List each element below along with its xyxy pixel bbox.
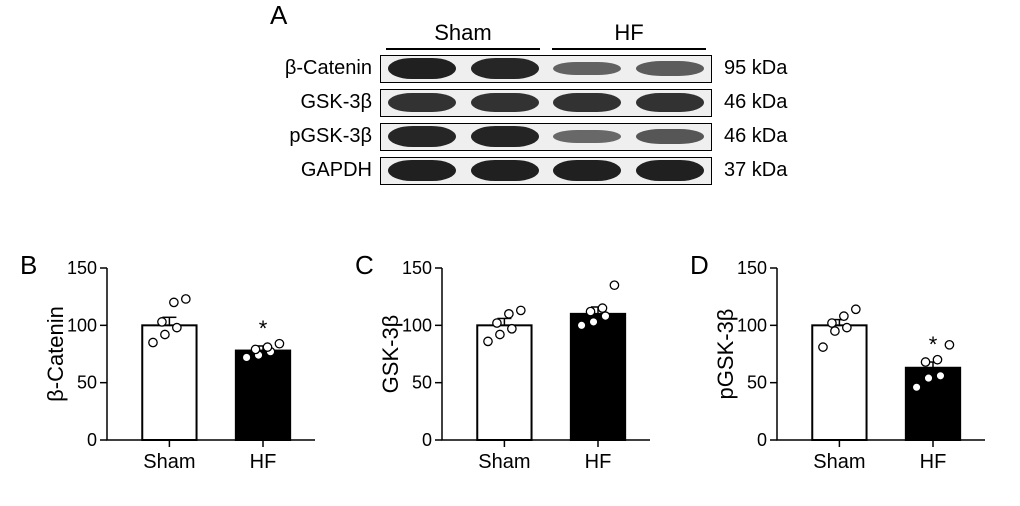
svg-text:100: 100 bbox=[402, 315, 432, 335]
blot-header-sham: Sham bbox=[380, 20, 546, 50]
svg-text:50: 50 bbox=[77, 373, 97, 393]
blot-band bbox=[553, 160, 621, 181]
chart-beta-catenin: 0 50 100 150 Sham HF β-Catenin * bbox=[45, 250, 325, 480]
blot-band bbox=[553, 130, 621, 143]
underline bbox=[552, 48, 706, 50]
blot-lanes bbox=[380, 55, 712, 83]
svg-text:0: 0 bbox=[87, 430, 97, 450]
blot-lane bbox=[381, 56, 464, 82]
svg-text:Sham: Sham bbox=[813, 451, 865, 473]
svg-text:100: 100 bbox=[737, 315, 767, 335]
blot-lane bbox=[381, 90, 464, 116]
blot-lane bbox=[464, 56, 547, 82]
chart-pgsk3b: 0 50 100 150 Sham HF pGSK-3β * bbox=[715, 250, 995, 480]
blot-row-kda: 37 kDa bbox=[712, 159, 812, 182]
blot-row-label: GAPDH bbox=[270, 159, 380, 182]
blot-band bbox=[471, 93, 539, 112]
blot-row-kda: 46 kDa bbox=[712, 91, 812, 114]
blot-lane bbox=[546, 158, 629, 184]
blot-lane bbox=[629, 56, 712, 82]
blot-lane bbox=[546, 56, 629, 82]
blot-header-sham-label: Sham bbox=[434, 20, 491, 45]
svg-text:pGSK-3β: pGSK-3β bbox=[715, 309, 738, 400]
blot-band bbox=[553, 62, 621, 76]
panel-c-label: C bbox=[355, 250, 374, 281]
blot-group-headers: Sham HF bbox=[380, 20, 830, 50]
blot-lane bbox=[381, 124, 464, 150]
svg-text:150: 150 bbox=[67, 258, 97, 278]
svg-text:Sham: Sham bbox=[143, 451, 195, 473]
svg-text:0: 0 bbox=[422, 430, 432, 450]
blot-row-label: β-Catenin bbox=[270, 57, 380, 80]
svg-text:0: 0 bbox=[757, 430, 767, 450]
blot-row: β-Catenin 95 kDa bbox=[270, 54, 830, 84]
svg-text:Sham: Sham bbox=[478, 451, 530, 473]
blot-band bbox=[636, 129, 704, 144]
chart-gsk3b: 0 50 100 150 Sham HF GSK-3β bbox=[380, 250, 660, 480]
blot-band bbox=[388, 93, 456, 112]
blot-band bbox=[636, 93, 704, 112]
svg-text:50: 50 bbox=[412, 373, 432, 393]
western-blot-panel: Sham HF β-Catenin95 kDaGSK-3β46 kDapGSK-… bbox=[270, 20, 830, 186]
blot-band bbox=[471, 160, 539, 181]
blot-lanes bbox=[380, 157, 712, 185]
svg-text:150: 150 bbox=[737, 258, 767, 278]
svg-text:HF: HF bbox=[920, 451, 947, 473]
blot-row-kda: 95 kDa bbox=[712, 57, 812, 80]
svg-text:β-Catenin: β-Catenin bbox=[45, 306, 68, 402]
blot-rows: β-Catenin 95 kDa GSK-3β 46 kDa pGSK-3β 46 kDa… bbox=[270, 54, 830, 186]
blot-lane bbox=[546, 90, 629, 116]
svg-text:*: * bbox=[929, 332, 938, 357]
blot-lane bbox=[381, 158, 464, 184]
blot-lane bbox=[464, 124, 547, 150]
panel-b-label: B bbox=[20, 250, 37, 281]
svg-text:100: 100 bbox=[67, 315, 97, 335]
blot-lane bbox=[464, 90, 547, 116]
underline bbox=[386, 48, 540, 50]
panel-d-label: D bbox=[690, 250, 709, 281]
blot-row-label: pGSK-3β bbox=[270, 125, 380, 148]
svg-text:HF: HF bbox=[250, 451, 277, 473]
blot-band bbox=[388, 160, 456, 181]
blot-band bbox=[636, 160, 704, 181]
blot-band bbox=[388, 126, 456, 147]
blot-lane bbox=[464, 158, 547, 184]
blot-band bbox=[471, 58, 539, 79]
blot-lane bbox=[546, 124, 629, 150]
blot-row-label: GSK-3β bbox=[270, 91, 380, 114]
svg-text:*: * bbox=[259, 316, 268, 341]
blot-band bbox=[388, 58, 456, 79]
blot-row: GAPDH 37 kDa bbox=[270, 156, 830, 186]
svg-text:50: 50 bbox=[747, 373, 767, 393]
blot-band bbox=[553, 93, 621, 112]
svg-text:150: 150 bbox=[402, 258, 432, 278]
blot-lane bbox=[629, 158, 712, 184]
blot-header-hf-label: HF bbox=[614, 20, 643, 45]
blot-lanes bbox=[380, 123, 712, 151]
blot-band bbox=[636, 61, 704, 75]
blot-row: GSK-3β 46 kDa bbox=[270, 88, 830, 118]
blot-row-kda: 46 kDa bbox=[712, 125, 812, 148]
blot-band bbox=[471, 126, 539, 147]
blot-lanes bbox=[380, 89, 712, 117]
blot-lane bbox=[629, 124, 712, 150]
svg-text:GSK-3β: GSK-3β bbox=[380, 315, 403, 394]
blot-row: pGSK-3β 46 kDa bbox=[270, 122, 830, 152]
blot-lane bbox=[629, 90, 712, 116]
svg-text:HF: HF bbox=[585, 451, 612, 473]
blot-header-hf: HF bbox=[546, 20, 712, 50]
